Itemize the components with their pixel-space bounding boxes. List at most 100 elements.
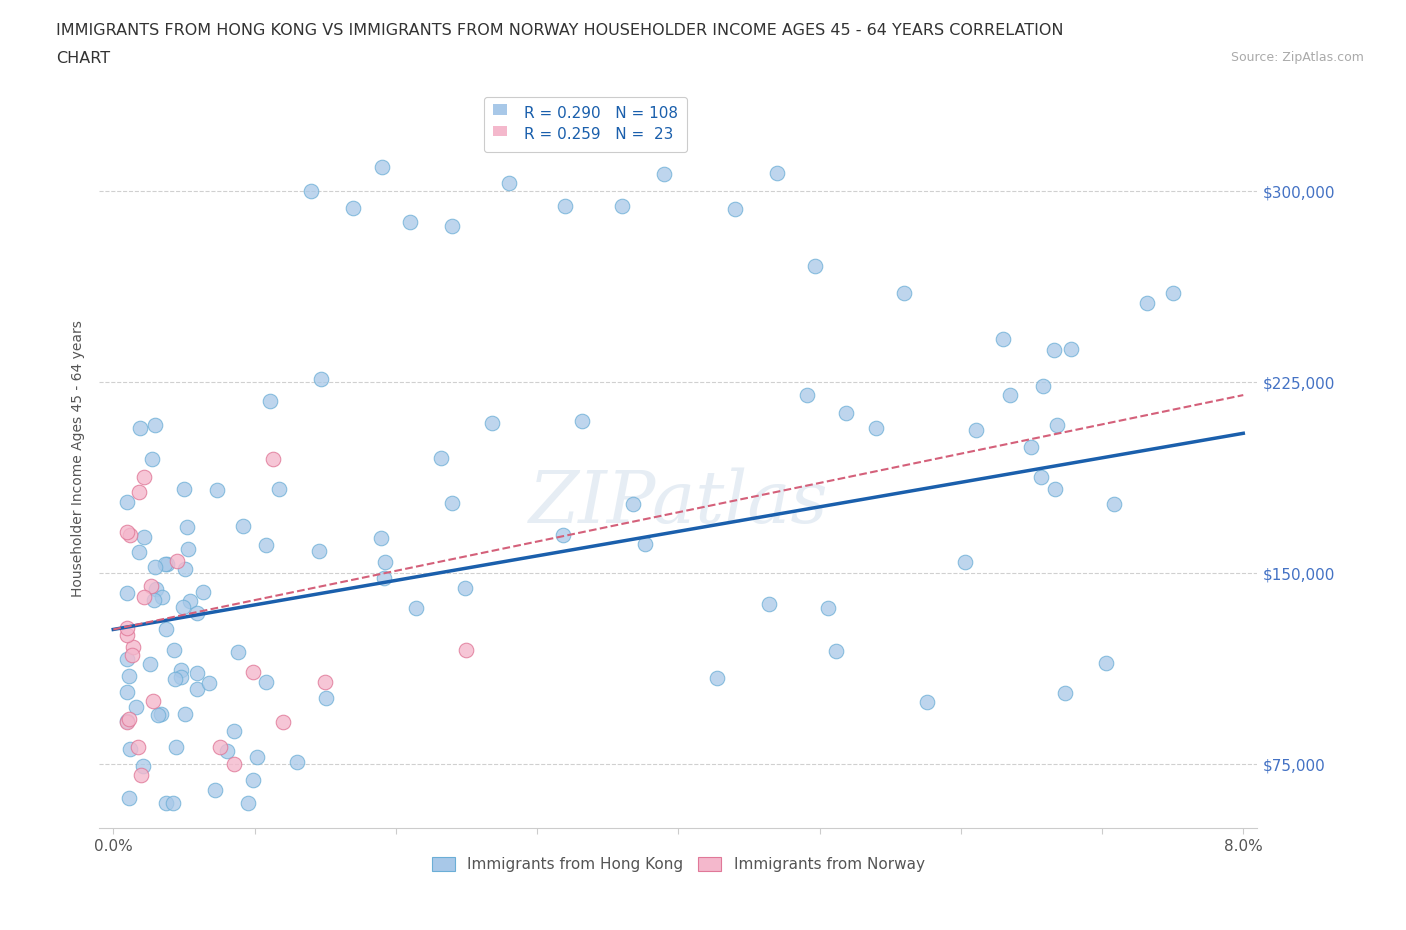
Text: ZIPatlas: ZIPatlas [529,468,828,538]
Point [254,674,277,689]
Point [117,585,139,600]
Point [804,259,827,273]
Point [441,496,464,511]
Point [246,750,269,764]
Point [117,621,139,636]
Point [236,795,259,810]
Y-axis label: Householder Income Ages 45 - 64 years: Householder Income Ages 45 - 64 years [72,320,86,597]
Point [308,543,330,558]
Point [299,184,322,199]
Point [498,176,520,191]
Point [155,621,177,636]
Point [162,795,184,810]
Point [170,670,193,684]
Point [456,643,478,658]
Point [724,201,747,216]
Point [186,666,208,681]
Point [146,708,169,723]
Point [129,767,152,782]
Point [177,541,200,556]
Point [122,639,145,654]
Point [242,773,264,788]
Point [165,671,187,686]
Point [173,706,195,721]
Point [128,544,150,559]
Point [128,485,150,499]
Legend: Immigrants from Hong Kong, Immigrants from Norway: Immigrants from Hong Kong, Immigrants fr… [425,849,932,880]
Point [118,712,141,727]
Point [205,483,228,498]
Point [370,531,392,546]
Point [835,406,858,421]
Point [142,592,165,607]
Point [155,795,177,810]
Point [259,393,281,408]
Text: IMMIGRANTS FROM HONG KONG VS IMMIGRANTS FROM NORWAY HOUSEHOLDER INCOME AGES 45 -: IMMIGRANTS FROM HONG KONG VS IMMIGRANTS … [56,23,1064,38]
Point [553,527,575,542]
Point [1043,482,1066,497]
Point [342,201,364,216]
Point [1095,656,1118,671]
Point [117,684,139,699]
Point [817,601,839,616]
Text: CHART: CHART [56,51,110,66]
Point [141,452,163,467]
Point [143,418,166,432]
Point [125,699,148,714]
Point [610,199,633,214]
Point [1054,685,1077,700]
Point [117,525,139,539]
Point [998,387,1021,402]
Point [633,537,655,551]
Point [965,422,987,437]
Point [314,674,336,689]
Point [262,451,284,466]
Point [173,482,195,497]
Point [117,714,139,729]
Point [1102,497,1125,512]
Point [370,159,392,174]
Point [153,557,176,572]
Point [405,601,427,616]
Point [139,657,162,671]
Point [242,665,264,680]
Point [430,450,453,465]
Point [132,758,155,773]
Point [766,166,789,180]
Point [209,739,232,754]
Point [117,714,139,729]
Point [176,519,198,534]
Point [215,744,238,759]
Point [232,519,254,534]
Point [254,538,277,552]
Point [142,694,165,709]
Point [166,553,188,568]
Point [373,571,395,586]
Point [441,219,464,233]
Point [117,494,139,509]
Point [454,581,477,596]
Point [172,599,194,614]
Point [825,644,848,658]
Point [1136,296,1159,311]
Point [1019,440,1042,455]
Point [152,589,174,604]
Point [311,371,333,386]
Point [186,681,208,696]
Point [191,585,214,600]
Point [224,757,246,772]
Point [273,714,295,729]
Point [117,628,139,643]
Point [143,560,166,575]
Point [204,782,226,797]
Point [186,605,208,620]
Point [865,420,887,435]
Point [953,554,976,569]
Text: Source: ZipAtlas.com: Source: ZipAtlas.com [1230,51,1364,64]
Point [893,286,915,300]
Point [145,582,167,597]
Point [1046,418,1069,432]
Point [118,790,141,805]
Point [141,578,163,593]
Point [1161,286,1184,300]
